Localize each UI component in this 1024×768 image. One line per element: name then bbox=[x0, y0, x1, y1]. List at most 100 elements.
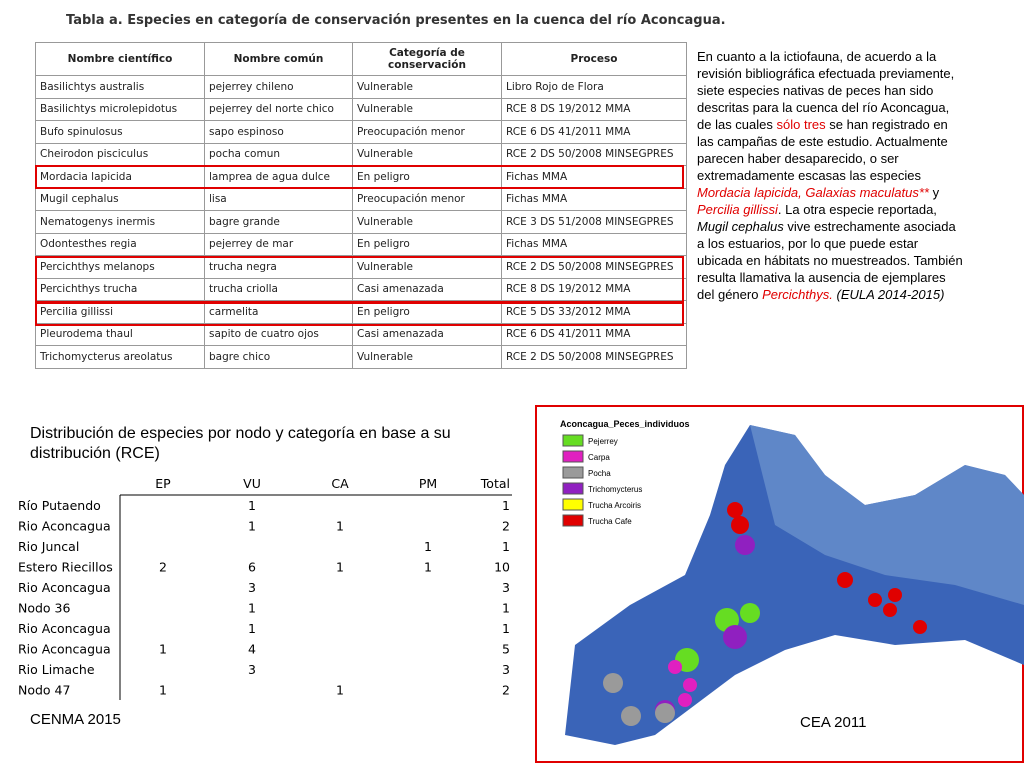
header-cell: Proceso bbox=[501, 42, 687, 76]
cell: Río Putaendo bbox=[18, 498, 101, 513]
header-cell: Total bbox=[480, 476, 510, 491]
cell: RCE 2 DS 50/2008 MINSEGPRES bbox=[501, 345, 687, 369]
header-cell: PM bbox=[419, 476, 437, 491]
cell: RCE 3 DS 51/2008 MINSEGPRES bbox=[501, 210, 687, 234]
cell: sapito de cuatro ojos bbox=[204, 322, 353, 346]
cell: Rio Limache bbox=[18, 662, 95, 677]
row: Mugil cephalus lisa Preocupación menor Fich… bbox=[35, 187, 687, 211]
legend-label: Trichomycterus bbox=[588, 485, 642, 494]
cell: 1 bbox=[159, 683, 167, 698]
cell: RCE 6 DS 41/2011 MMA bbox=[501, 322, 687, 346]
cell: En peligro bbox=[352, 165, 502, 189]
legend-swatch bbox=[562, 482, 584, 495]
row: Mordacia lapicida lamprea de agua dulce En… bbox=[35, 165, 687, 189]
cell: 1 bbox=[502, 539, 510, 554]
cell: Nematogenys inermis bbox=[35, 210, 205, 234]
cell: 3 bbox=[248, 580, 256, 595]
cell: Libro Rojo de Flora bbox=[501, 75, 687, 99]
row: Pleurodema thaul sapito de cuatro ojos Cas… bbox=[35, 322, 687, 346]
cell: sapo espinoso bbox=[204, 120, 353, 144]
cell: Percichthys trucha bbox=[35, 277, 205, 301]
cell: Cheirodon pisciculus bbox=[35, 142, 205, 166]
text-span: . La otra especie reportada, bbox=[777, 202, 937, 217]
legend-swatch bbox=[562, 466, 584, 479]
cell: Vulnerable bbox=[352, 75, 502, 99]
cell: 4 bbox=[248, 642, 256, 657]
row: Basilichtys microlepidotus pejerrey del n… bbox=[35, 97, 687, 121]
header-cell: Nombre común bbox=[204, 42, 353, 76]
cell: Rio Aconcagua bbox=[18, 519, 111, 534]
cell: lamprea de agua dulce bbox=[204, 165, 353, 189]
map-caption: CEA 2011 bbox=[800, 714, 866, 731]
cell: 3 bbox=[502, 580, 510, 595]
row: Odontesthes regia pejerrey de mar En pelig… bbox=[35, 232, 687, 256]
text-span: Mugil cephalus bbox=[697, 219, 784, 234]
table-a: Nombre científico Nombre común Categoría d… bbox=[35, 42, 687, 369]
cell: 1 bbox=[336, 683, 344, 698]
cell: Rio Juncal bbox=[18, 539, 79, 554]
cell: 1 bbox=[248, 621, 256, 636]
cell: Fichas MMA bbox=[501, 187, 687, 211]
legend-label: Carpa bbox=[588, 453, 610, 462]
cell: Casi amenazada bbox=[352, 322, 502, 346]
legend-swatch bbox=[562, 498, 584, 511]
cell: Odontesthes regia bbox=[35, 232, 205, 256]
cell: Rio Aconcagua bbox=[18, 621, 111, 636]
cell: pocha comun bbox=[204, 142, 353, 166]
cell: RCE 8 DS 19/2012 MMA bbox=[501, 97, 687, 121]
highlight-box bbox=[35, 302, 684, 326]
cell: 1 bbox=[248, 519, 256, 534]
cell: 1 bbox=[336, 519, 344, 534]
cell: Casi amenazada bbox=[352, 277, 502, 301]
cell: 1 bbox=[502, 601, 510, 616]
text-span: Mordacia lapicida, Galaxias maculatus** bbox=[697, 185, 929, 200]
cell: 5 bbox=[502, 642, 510, 657]
table-b: EP VU CA PM Total Río Putaendo 1 1 Rio Aconcagua… bbox=[18, 476, 512, 700]
cell: Preocupación menor bbox=[352, 187, 502, 211]
legend-label: Trucha Cafe bbox=[588, 517, 632, 526]
highlight-box bbox=[35, 256, 684, 303]
cell: Preocupación menor bbox=[352, 120, 502, 144]
header-cell: Nombre científico bbox=[35, 42, 205, 76]
cell: Pleurodema thaul bbox=[35, 322, 205, 346]
text-span: Percilia gillissi bbox=[697, 202, 778, 217]
legend-swatch bbox=[562, 514, 584, 527]
row: Bufo spinulosus sapo espinoso Preocupación… bbox=[35, 120, 687, 144]
row: Trichomycterus areolatus bagre chico Vulne… bbox=[35, 345, 687, 369]
text-span: sólo tres bbox=[776, 117, 826, 132]
cell: 1 bbox=[336, 560, 344, 575]
cell: 1 bbox=[248, 498, 256, 513]
cell: Rio Aconcagua bbox=[18, 642, 111, 657]
legend-label: Pejerrey bbox=[588, 437, 618, 446]
cell: 10 bbox=[494, 560, 510, 575]
cell: 3 bbox=[248, 662, 256, 677]
cell: bagre grande bbox=[204, 210, 353, 234]
cell: Vulnerable bbox=[352, 97, 502, 121]
row: Nematogenys inermis bagre grande Vulnerabl… bbox=[35, 210, 687, 234]
text-span: vive estrechamente asociada a los estuar… bbox=[697, 219, 963, 302]
cell: Vulnerable bbox=[352, 142, 502, 166]
cell: Basilichtys microlepidotus bbox=[35, 97, 205, 121]
cell: RCE 6 DS 41/2011 MMA bbox=[501, 120, 687, 144]
cell: Nodo 47 bbox=[18, 683, 70, 698]
legend-swatch bbox=[562, 450, 584, 463]
cell: RCE 2 DS 50/2008 MINSEGPRES bbox=[501, 142, 687, 166]
cell: Bufo spinulosus bbox=[35, 120, 205, 144]
cell: bagre chico bbox=[204, 345, 353, 369]
source: CENMA 2015 bbox=[30, 711, 121, 728]
header-row: Nombre científico Nombre común Categoría d… bbox=[35, 42, 687, 76]
legend-swatch bbox=[562, 434, 584, 447]
header-cell: CA bbox=[331, 476, 349, 491]
cell: 2 bbox=[502, 519, 510, 534]
cell: Nodo 36 bbox=[18, 601, 71, 616]
cell: Vulnerable bbox=[352, 255, 502, 279]
header-cell: EP bbox=[155, 476, 171, 491]
header-cell: VU bbox=[243, 476, 261, 491]
cell: Trichomycterus areolatus bbox=[35, 345, 205, 369]
cell: Estero Riecillos bbox=[18, 560, 113, 575]
cell: lisa bbox=[204, 187, 353, 211]
table-b-title: Distribución de especies por nodo y cate… bbox=[30, 425, 451, 462]
cell: Fichas MMA bbox=[501, 232, 687, 256]
row: Cheirodon pisciculus pocha comun Vulnerabl… bbox=[35, 142, 687, 166]
